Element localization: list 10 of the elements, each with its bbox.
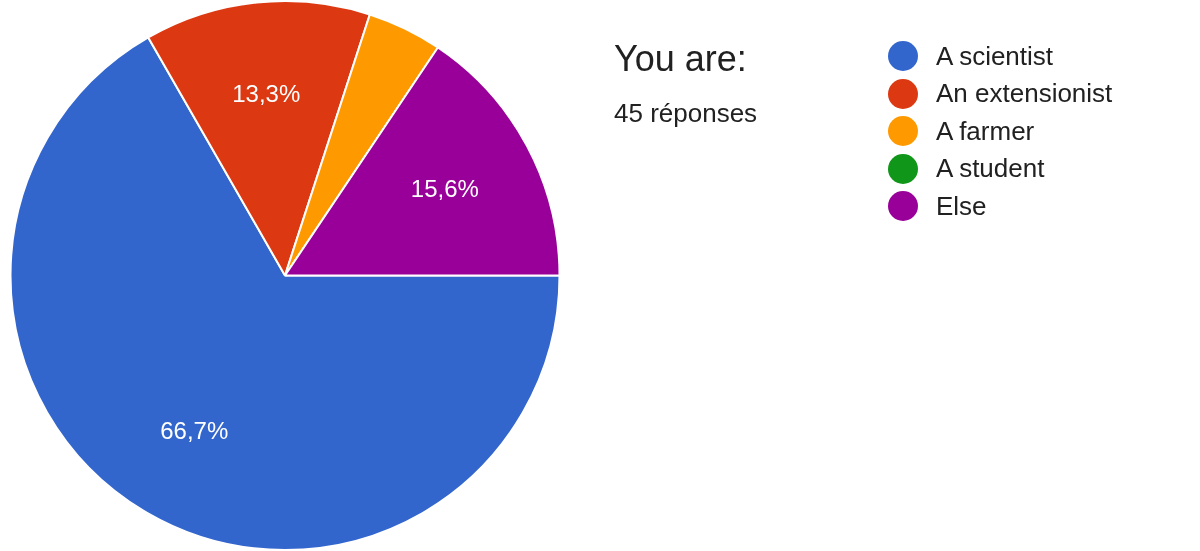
data-label: 15,6%: [410, 174, 479, 202]
data-label: 66,7%: [160, 416, 229, 444]
legend-label: A scientist: [936, 40, 1054, 72]
legend-label: An extensionist: [936, 78, 1113, 109]
legend-label: Else: [936, 190, 987, 222]
legend-label: A student: [936, 153, 1045, 184]
legend-label: A farmer: [936, 115, 1035, 147]
text: 45 réponses: [614, 98, 758, 129]
text: You are:: [614, 38, 748, 80]
data-label: 13,3%: [232, 79, 301, 107]
